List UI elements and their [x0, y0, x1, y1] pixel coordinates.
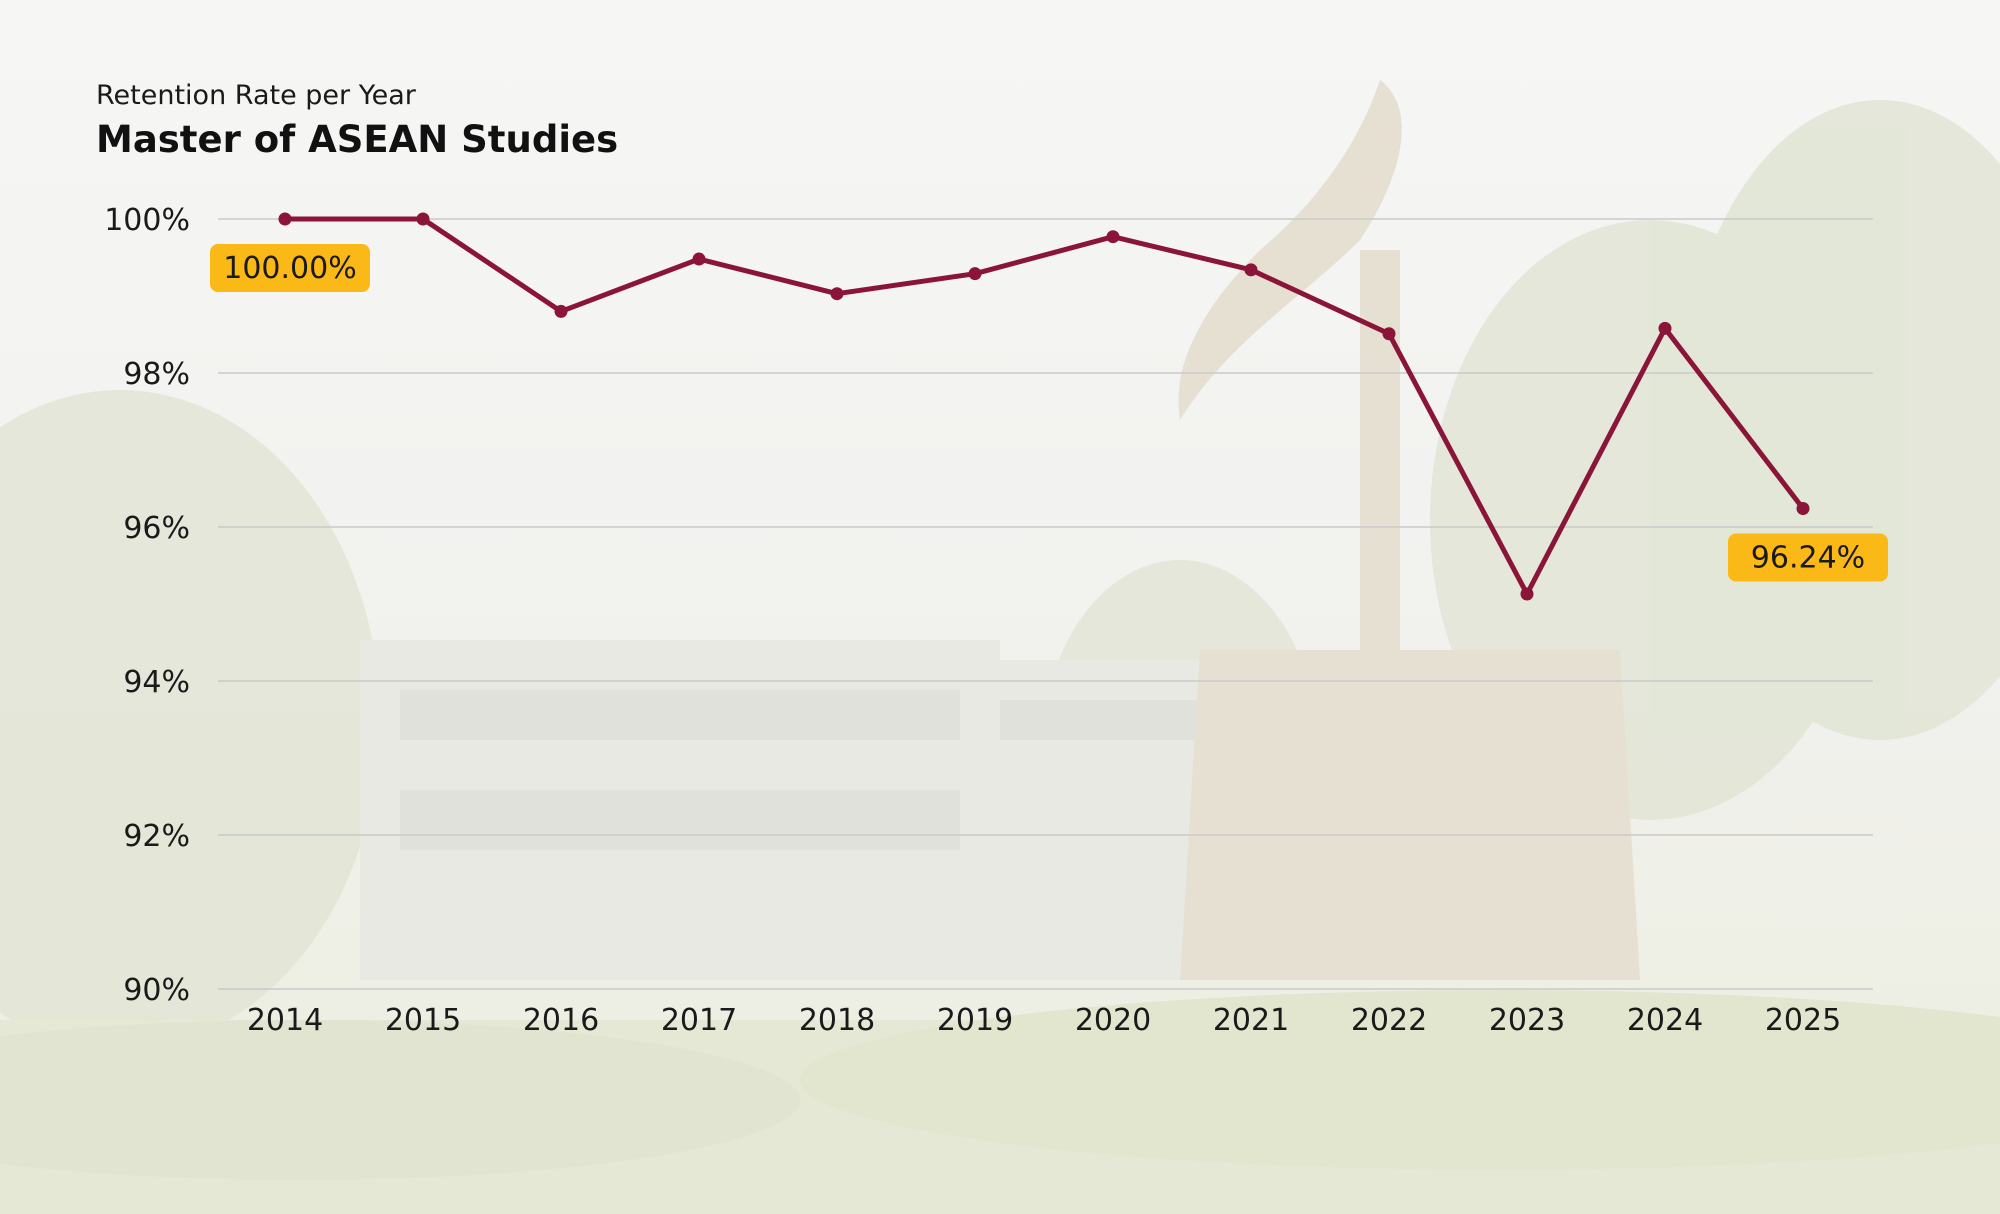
- data-point: [416, 212, 430, 226]
- x-tick-label: 2019: [937, 1003, 1013, 1038]
- series-layer: [278, 212, 1810, 601]
- y-tick-label: 90%: [123, 973, 190, 1008]
- data-point: [692, 252, 706, 266]
- y-tick-label: 98%: [123, 357, 190, 392]
- callout-label: 96.24%: [1751, 541, 1865, 576]
- chart-title: Master of ASEAN Studies: [96, 118, 619, 161]
- callouts-layer: 100.00% 96.24%: [210, 244, 1888, 582]
- data-point: [1244, 263, 1258, 277]
- title-block: Retention Rate per Year Master of ASEAN …: [96, 78, 618, 164]
- data-point: [278, 212, 292, 226]
- x-tick-label: 2025: [1765, 1003, 1841, 1038]
- x-tick-label: 2014: [247, 1003, 323, 1038]
- gridlines: [218, 218, 1873, 990]
- x-tick-label: 2021: [1213, 1003, 1289, 1038]
- y-tick-label: 100%: [104, 203, 190, 238]
- x-tick-label: 2016: [523, 1003, 599, 1038]
- x-tick-label: 2023: [1489, 1003, 1565, 1038]
- x-tick-label: 2018: [799, 1003, 875, 1038]
- data-point: [1658, 321, 1672, 335]
- data-point: [830, 287, 844, 301]
- x-tick-label: 2020: [1075, 1003, 1151, 1038]
- data-point: [1382, 327, 1396, 341]
- chart-subtitle: Retention Rate per Year: [96, 80, 416, 111]
- data-point: [968, 267, 982, 281]
- y-tick-label: 94%: [123, 665, 190, 700]
- x-tick-label: 2022: [1351, 1003, 1427, 1038]
- value-callout: 100.00%: [210, 244, 370, 292]
- y-axis-ticks: 90% 92% 94% 96% 98% 100%: [104, 203, 190, 1008]
- x-tick-label: 2024: [1627, 1003, 1703, 1038]
- callout-label: 100.00%: [223, 251, 356, 286]
- value-callout: 96.24%: [1728, 533, 1888, 582]
- x-axis-ticks: 2014 2015 2016 2017 2018 2019 2020 2021 2022 2023…: [247, 1003, 1841, 1038]
- x-tick-label: 2017: [661, 1003, 737, 1038]
- data-point: [1106, 230, 1120, 244]
- data-point: [1796, 502, 1810, 516]
- data-point: [554, 304, 568, 318]
- y-tick-label: 92%: [123, 819, 190, 854]
- series-line: [282, 216, 1806, 597]
- callout-box: [1728, 533, 1888, 582]
- data-point: [1520, 587, 1534, 601]
- x-tick-label: 2015: [385, 1003, 461, 1038]
- callout-box: [210, 244, 370, 292]
- y-tick-label: 96%: [123, 511, 190, 546]
